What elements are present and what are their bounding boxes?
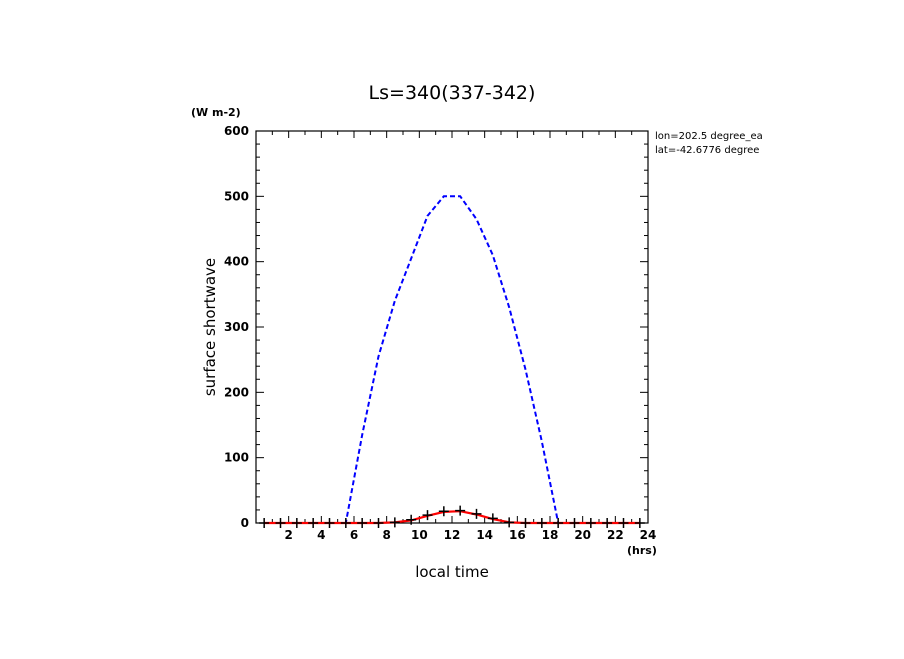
- series-2-point: [373, 518, 384, 528]
- series-2-point: [634, 518, 645, 528]
- y-axis-title: surface shortwave: [201, 258, 219, 396]
- y-tick-label: 200: [224, 385, 249, 399]
- x-unit-label: (hrs): [627, 544, 657, 557]
- series-2-point: [438, 506, 449, 517]
- series-2-point: [536, 518, 547, 528]
- series-2-point: [471, 508, 482, 519]
- x-tick-label: 12: [444, 528, 461, 542]
- series-0-line: [264, 195, 640, 524]
- annotation-lat: lat=-42.6776 degree: [655, 145, 759, 156]
- series-2-point: [618, 518, 629, 528]
- y-tick-label: 0: [241, 516, 249, 530]
- x-tick-label: 18: [542, 528, 559, 542]
- x-tick-label: 2: [284, 528, 292, 542]
- series-2-point: [357, 518, 368, 528]
- x-axis-title: local time: [415, 563, 489, 581]
- y-tick-label: 500: [224, 189, 249, 203]
- series-2-point: [585, 518, 596, 528]
- series-2-point: [520, 518, 531, 528]
- series-2-point: [487, 513, 498, 524]
- series-2-point: [389, 517, 400, 528]
- series-2-point: [504, 517, 515, 528]
- series-2-point: [406, 514, 417, 525]
- series-layer: [259, 195, 645, 528]
- chart-title: Ls=340(337-342): [369, 82, 536, 104]
- x-tick-label: 24: [640, 528, 657, 542]
- x-tick-label: 8: [382, 528, 390, 542]
- series-2-point: [275, 518, 286, 528]
- x-tick-label: 22: [607, 528, 624, 542]
- x-tick-label: 20: [574, 528, 591, 542]
- series-2-point: [569, 518, 580, 528]
- y-tick-label: 400: [224, 255, 249, 269]
- series-2-point: [602, 518, 613, 528]
- series-2-point: [455, 505, 466, 516]
- annotation-lon: lon=202.5 degree_ea: [655, 131, 763, 142]
- series-2-point: [324, 518, 335, 528]
- y-tick-label: 300: [224, 320, 249, 334]
- x-tick-label: 10: [411, 528, 428, 542]
- series-2-point: [340, 518, 351, 528]
- y-tick-label: 100: [224, 451, 249, 465]
- series-2-point: [308, 518, 319, 528]
- series-2-point: [259, 518, 270, 528]
- y-tick-label: 600: [224, 124, 249, 138]
- y-unit-label: (W m-2): [191, 106, 241, 119]
- series-2-point: [291, 518, 302, 528]
- series-2-point: [553, 518, 564, 528]
- x-tick-label: 14: [476, 528, 493, 542]
- series-2-point: [422, 510, 433, 521]
- x-tick-label: 4: [317, 528, 325, 542]
- x-tick-label: 6: [350, 528, 358, 542]
- x-tick-label: 16: [509, 528, 526, 542]
- plot-frame: [255, 130, 649, 524]
